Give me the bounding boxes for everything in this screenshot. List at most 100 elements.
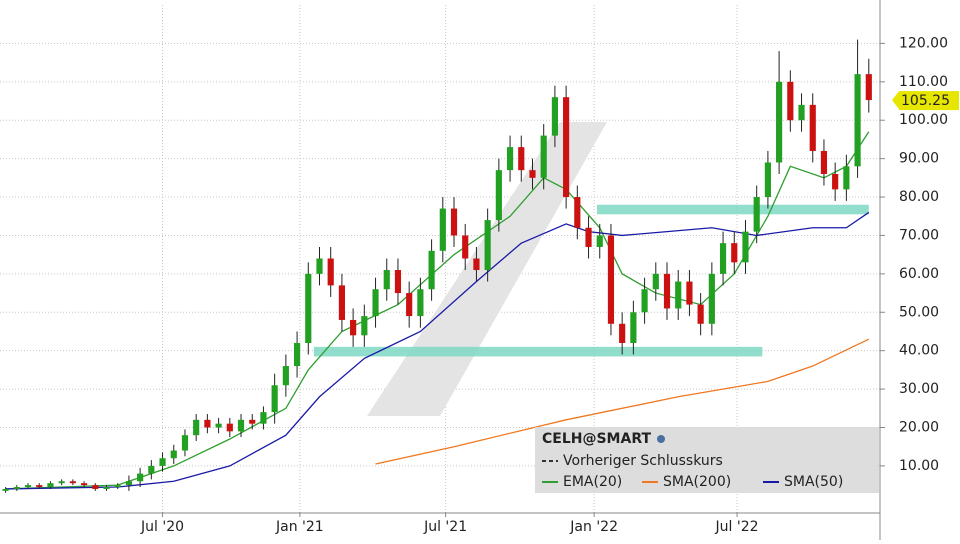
- candle-body: [540, 135, 547, 178]
- candle-body: [596, 235, 603, 247]
- indicator-line: [5, 131, 870, 490]
- candle-body: [719, 243, 727, 274]
- y-tick-label: 20.00: [899, 420, 939, 436]
- candle-body: [215, 423, 222, 428]
- y-tick-label: 80.00: [899, 189, 939, 205]
- candle-body: [271, 385, 278, 413]
- legend-label: EMA(20): [563, 474, 622, 490]
- candle-body: [372, 289, 379, 317]
- candle-body: [697, 304, 704, 324]
- candle-body: [809, 104, 816, 151]
- candle-body: [641, 289, 648, 313]
- candle-body: [518, 147, 525, 171]
- candle-body: [753, 197, 760, 232]
- candle-body: [181, 435, 189, 451]
- candle-body: [13, 487, 20, 489]
- candle-body: [832, 174, 839, 190]
- x-tick-label: Jul '21: [423, 519, 467, 535]
- candle-body: [551, 97, 558, 136]
- candle-body: [417, 289, 424, 317]
- zones: [313, 204, 869, 357]
- candle-body: [260, 412, 267, 424]
- candle-body: [69, 481, 76, 484]
- candle-body: [36, 485, 43, 488]
- candle-body: [305, 273, 312, 343]
- candle-body: [361, 316, 368, 336]
- candle-body: [226, 423, 233, 432]
- candle-body: [529, 170, 536, 178]
- candle-body: [204, 419, 211, 428]
- candle-body: [495, 170, 502, 221]
- y-tick-label: 70.00: [899, 227, 939, 243]
- candle-body: [686, 281, 693, 305]
- price-pointer: [892, 91, 899, 110]
- y-tick-label: 60.00: [899, 266, 939, 282]
- candle-body: [327, 258, 334, 286]
- legend-label: SMA(50): [784, 474, 843, 490]
- legend-title: CELH@SMART: [542, 431, 651, 447]
- candles: [2, 39, 872, 493]
- candle-body: [428, 250, 435, 290]
- price-label: 105.25: [901, 93, 950, 109]
- candle-body: [80, 483, 88, 486]
- candle-body: [394, 270, 402, 294]
- candle-body: [742, 231, 749, 263]
- legend: EMA(20) SMA(200) SMA(50): [542, 474, 843, 490]
- candle-body: [619, 323, 626, 343]
- candle-body: [148, 465, 155, 474]
- candle-body: [843, 166, 850, 190]
- candle-body: [338, 285, 345, 320]
- x-tick-label: Jan '21: [275, 519, 324, 535]
- candle-body: [865, 74, 872, 101]
- indicator-line: [375, 338, 870, 465]
- candle-body: [24, 485, 32, 488]
- y-tick-label: 110.00: [899, 74, 948, 90]
- candle-body: [854, 74, 861, 167]
- y-tick-label: 120.00: [899, 35, 948, 51]
- candle-body: [731, 243, 738, 263]
- candle-body: [506, 147, 514, 171]
- candle-body: [450, 208, 458, 236]
- candle-body: [484, 220, 491, 271]
- x-tick-label: Jul '20: [140, 519, 184, 535]
- candle-body: [439, 208, 446, 251]
- candle-body: [350, 319, 357, 336]
- candle-body: [92, 485, 99, 489]
- candle-body: [114, 485, 121, 488]
- candle-body: [630, 312, 637, 343]
- candle-body: [708, 273, 715, 324]
- candle-body: [820, 150, 828, 174]
- candle-body: [473, 258, 480, 271]
- candle-body: [652, 273, 659, 290]
- zone: [313, 346, 763, 357]
- candle-body: [2, 488, 9, 491]
- y-tick-label: 50.00: [899, 304, 939, 320]
- candle-body: [574, 197, 581, 228]
- candle-body: [193, 419, 200, 436]
- y-tick-label: 40.00: [899, 343, 939, 359]
- candle-body: [159, 458, 166, 466]
- candle-body: [103, 487, 110, 489]
- y-tick-label: 30.00: [899, 381, 939, 397]
- x-tick-label: Jul '22: [715, 519, 759, 535]
- candle-body: [798, 104, 805, 121]
- y-tick-label: 90.00: [899, 151, 939, 167]
- candle-body: [585, 227, 592, 247]
- grid: [0, 5, 880, 512]
- candle-body: [663, 273, 671, 309]
- candle-body: [125, 481, 132, 486]
- candle-body: [607, 235, 615, 324]
- candle-body: [293, 343, 301, 367]
- candle-body: [170, 450, 177, 459]
- candle-body: [563, 97, 570, 198]
- icon: [657, 435, 665, 443]
- x-tick-label: Jan '22: [569, 519, 618, 535]
- candle-body: [764, 162, 771, 198]
- candle-body: [282, 366, 289, 386]
- candle-body: [58, 481, 65, 484]
- candle-body: [316, 258, 323, 274]
- zone: [596, 204, 869, 215]
- candle-body: [776, 81, 783, 163]
- y-tick-label: 10.00: [899, 458, 939, 474]
